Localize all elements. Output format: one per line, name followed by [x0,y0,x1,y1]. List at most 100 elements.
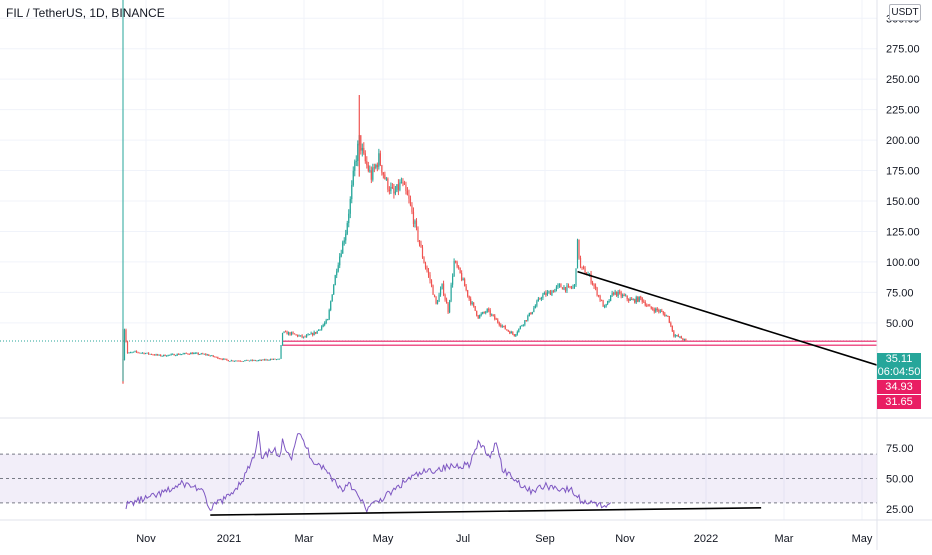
candle-body [530,312,532,315]
rsi-trendline [210,506,762,516]
candle-body [235,360,237,362]
candle-body [492,314,494,316]
level-tag-2: 31.65 [877,395,921,409]
candle-body [181,354,183,355]
candle-body [310,333,312,335]
candle-body [656,308,658,311]
candle-body [468,295,470,299]
candle-body [393,188,395,194]
candle-body [448,300,451,313]
candle-body [289,332,291,335]
candle-body [357,143,359,161]
candle-body [290,332,293,335]
candle-body [229,361,231,362]
candle-body [137,352,139,353]
candle-body [271,359,273,360]
candle-body [408,195,410,199]
candle-body [369,170,371,172]
candle-body [659,310,661,312]
candle-body [248,360,251,362]
candle-body [515,334,517,337]
candle-body [461,273,463,281]
candle-body [263,359,266,361]
candle-body [345,233,347,241]
candle-body [552,291,555,293]
candle-body [169,354,171,356]
grid [0,0,877,520]
price-axis-label: 100.00 [886,257,920,269]
candle-body [447,303,449,313]
candle-body [327,319,329,321]
rsi-axis-label: 75.00 [886,443,914,455]
candle-body [382,172,384,175]
candle-body [489,310,491,315]
candle-body [429,274,431,281]
candle-body [506,329,508,331]
candle-body [342,242,344,254]
candle-body [355,160,357,162]
candle-body [531,311,533,315]
price-axis-label: 275.00 [886,44,920,56]
currency-unit-badge[interactable]: USDT [889,4,921,21]
candle-body [287,332,290,335]
candle-body [563,287,565,290]
candle-body [250,359,252,361]
candle-body [166,355,168,357]
candle-body [367,165,369,171]
candle-body [567,285,570,287]
candle-body [528,312,530,316]
candle-body [617,291,619,296]
candle-body [558,284,561,286]
candle-body [516,331,518,335]
candle-body [450,284,452,301]
candle-body [459,267,461,274]
candle-body [611,293,613,296]
time-axis-label: May [852,533,873,545]
candle-body [238,360,240,362]
candle-body [573,284,576,287]
candle-body [403,182,406,185]
candle-body [173,354,175,356]
candle-body [640,296,642,298]
candle-body [211,355,213,357]
candle-body [128,352,130,354]
candle-body [426,267,428,272]
candle-body [191,352,193,355]
candle-body [545,292,547,296]
candle-body [334,275,336,286]
candle-body [512,332,514,335]
candle-body [513,334,515,337]
candle-body [578,239,580,258]
candle-body [616,291,618,296]
candle-body [187,353,189,355]
candle-body [421,247,424,258]
candle-body [445,299,448,304]
candle-body [465,286,467,291]
candle-body [313,332,315,336]
candle-body [227,360,229,362]
price-axis-label: 75.00 [886,287,914,299]
candle-body [339,256,341,266]
candle-body [474,306,476,311]
candle-body [158,354,160,356]
candle-body [593,284,595,287]
candle-body [280,345,282,359]
candle-body [239,360,241,362]
candle-body [661,310,663,312]
candle-body [208,354,210,356]
candle-body [315,332,317,334]
candle-body [588,273,591,275]
candle-body [152,354,154,356]
candle-body [163,354,165,356]
candle-body [283,331,285,333]
candle-body [677,335,679,337]
candle-body [178,353,180,355]
candle-body [482,312,484,314]
candle-body [274,358,276,360]
candle-body [242,361,244,362]
candle-body [527,315,529,321]
candle-body [262,359,264,361]
candle-body [400,182,403,184]
